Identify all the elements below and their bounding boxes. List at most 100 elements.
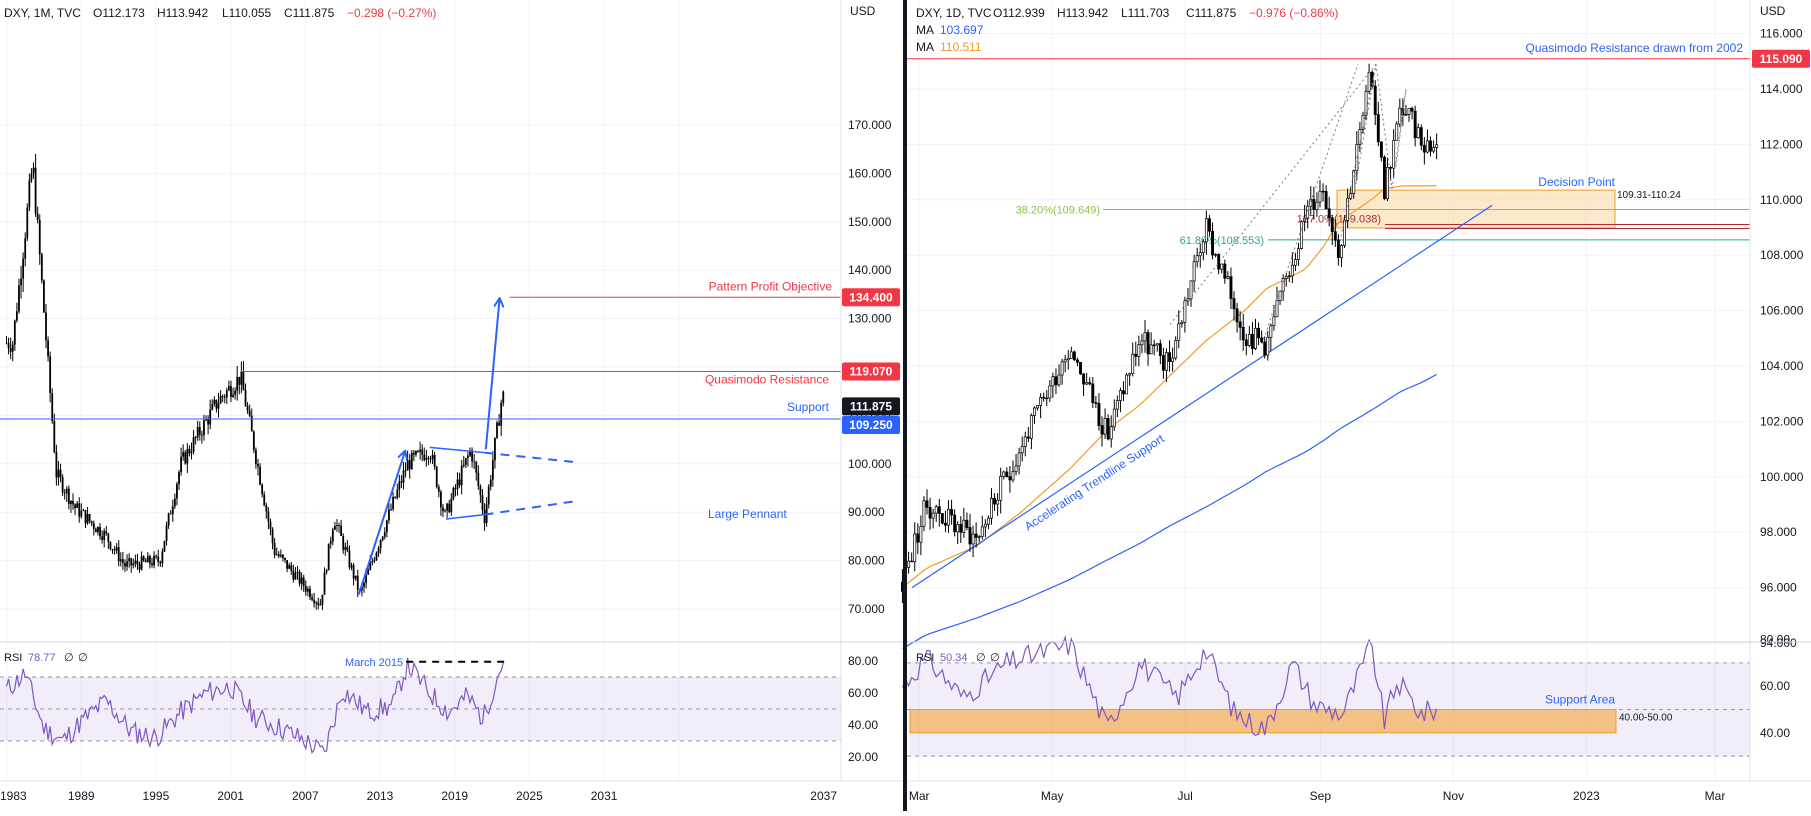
last-price-badge: 111.875 <box>850 399 892 413</box>
left-candle-body <box>232 394 234 397</box>
right-candle-body <box>1257 327 1261 339</box>
fib-tool-dotted-3[interactable] <box>1375 64 1393 189</box>
right-candle-body <box>1321 190 1325 193</box>
left-candle-body <box>437 486 440 492</box>
right-candle-body <box>1091 383 1095 403</box>
left-candle-body <box>429 458 432 460</box>
right-candle-body <box>1115 400 1119 410</box>
qm-resistance-label: Quasimodo Resistance <box>705 373 829 387</box>
move-arrow-1[interactable] <box>357 452 405 595</box>
left-candle-body <box>151 563 153 566</box>
left-candle-body <box>182 452 185 457</box>
fib-tool-dotted-2[interactable] <box>1354 63 1377 189</box>
left-candle-body <box>121 559 124 564</box>
left-y-tick: 80.000 <box>848 554 885 568</box>
left-candle-body <box>369 562 372 570</box>
left-candle-body <box>92 523 95 529</box>
right-candle-body <box>1306 205 1310 219</box>
left-candle-body <box>36 213 39 220</box>
left-candle-body <box>344 547 347 550</box>
left-y-tick: 70.000 <box>848 602 885 616</box>
left-candle-body <box>433 455 436 467</box>
support-area-zone[interactable] <box>909 709 1617 734</box>
accelerating-trendline[interactable] <box>911 204 1493 589</box>
right-candle-body <box>999 476 1003 501</box>
right-candle-body <box>1026 436 1030 439</box>
right-candle-body <box>1063 359 1067 363</box>
left-candle-body <box>5 342 8 344</box>
right-candle-body <box>1275 300 1279 318</box>
right-candle-body <box>1177 323 1181 341</box>
fib-tool-dotted-5[interactable] <box>1391 88 1407 189</box>
left-candle-body <box>367 569 370 575</box>
left-candle-body <box>425 457 428 460</box>
left-symbol[interactable]: DXY, 1M, TVC <box>4 6 81 20</box>
left-chart[interactable]: 70.00080.00090.000100.000110.000120.0001… <box>0 0 900 803</box>
fib-tool-dotted-6[interactable] <box>1261 63 1359 345</box>
right-candle-body <box>1327 208 1331 219</box>
left-rsi-line[interactable] <box>5 657 504 755</box>
left-x-tick: 1983 <box>0 789 27 803</box>
left-candle-body <box>275 554 278 556</box>
left-candle-body <box>340 525 343 536</box>
left-candle-body <box>419 449 422 452</box>
right-candle-body <box>1287 275 1291 278</box>
left-candle-body <box>400 481 403 483</box>
right-symbol[interactable]: DXY, 1D, TVC <box>916 6 992 20</box>
right-y-tick: 96.000 <box>1760 581 1797 595</box>
right-candle-body <box>1392 140 1396 169</box>
left-candle-body <box>157 556 160 562</box>
ma-200-line[interactable] <box>902 373 1437 650</box>
left-candle-body <box>404 470 407 472</box>
left-rsi-label[interactable]: RSI <box>4 652 22 664</box>
ma1-label[interactable]: MA <box>916 23 934 37</box>
left-candle-body <box>454 487 457 490</box>
right-x-tick: Mar <box>1705 789 1726 803</box>
ma2-label[interactable]: MA <box>916 40 934 54</box>
right-rsi-line[interactable] <box>901 635 1438 736</box>
right-candle-body <box>1134 353 1138 357</box>
right-candle-body <box>925 500 929 508</box>
right-candle-body <box>990 497 993 519</box>
right-rsi-label[interactable]: RSI <box>916 652 934 664</box>
right-y-tick: 94.000 <box>1760 636 1797 650</box>
right-rsi-extra2: ∅ <box>990 652 1000 664</box>
fib-tool-dotted-4[interactable] <box>1395 88 1407 167</box>
fib-38-label: 38.20%(109.649) <box>1016 205 1100 217</box>
left-candle-body <box>59 469 62 478</box>
right-candle-body <box>1008 476 1012 481</box>
left-candle-body <box>469 450 471 456</box>
right-candle-body <box>1097 403 1101 426</box>
right-candle-body <box>1029 415 1033 439</box>
left-candle-body <box>373 559 376 562</box>
panel-divider[interactable] <box>903 0 907 811</box>
left-candle-body <box>477 472 480 486</box>
right-candle-body <box>1422 144 1426 153</box>
fib-tool-dotted-0[interactable] <box>1169 63 1377 325</box>
left-candle-body <box>410 452 413 470</box>
right-candle-body <box>1174 340 1178 359</box>
right-candle-body <box>1045 397 1049 400</box>
left-candle-body <box>456 479 459 490</box>
right-candle-body <box>1373 85 1377 115</box>
left-candle-body <box>49 356 52 394</box>
support-label: Support <box>787 400 830 414</box>
right-candle-body <box>1066 358 1070 361</box>
left-rsi-extra1: ∅ <box>64 652 74 664</box>
left-candle-body <box>51 393 54 422</box>
move-arrow-2[interactable] <box>484 299 500 450</box>
right-y-tick: 106.000 <box>1760 304 1804 318</box>
right-candle-body <box>1152 344 1156 347</box>
right-candle-body <box>1250 333 1254 349</box>
left-candle-body <box>298 571 301 584</box>
left-candle-body <box>346 547 349 551</box>
right-candle-body <box>1042 396 1046 399</box>
fib-tool-dotted-1[interactable] <box>1339 63 1377 242</box>
right-candle-body <box>931 512 935 519</box>
right-candle-body <box>1069 351 1073 359</box>
left-candle-body <box>315 602 318 604</box>
right-candle-body <box>1349 193 1353 199</box>
left-candle-body <box>86 514 89 524</box>
